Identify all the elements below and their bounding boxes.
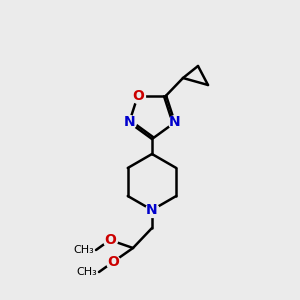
Text: O: O [104, 233, 116, 247]
Text: N: N [123, 116, 135, 129]
Text: CH₃: CH₃ [73, 245, 94, 255]
Text: N: N [169, 116, 181, 129]
Text: O: O [107, 255, 119, 269]
Text: N: N [146, 203, 158, 217]
Text: O: O [132, 88, 144, 103]
Text: CH₃: CH₃ [76, 267, 97, 277]
